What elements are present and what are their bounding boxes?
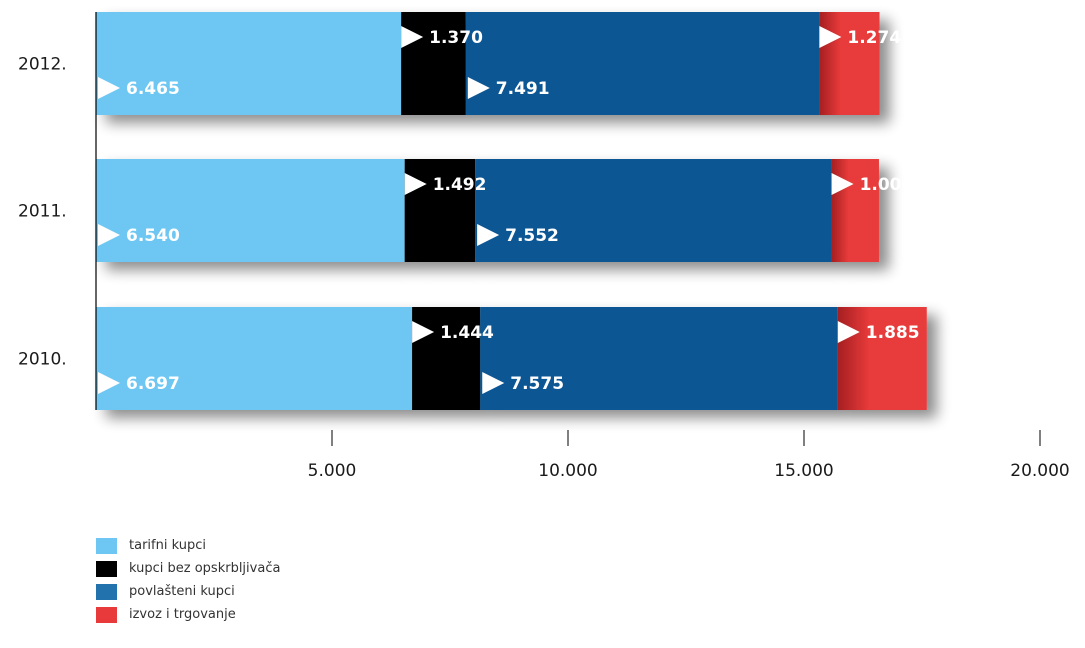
legend-label: tarifni kupci [129,538,206,553]
data-label-marker [467,77,490,99]
stacked-bar-chart: 5.000 10.000 15.000 20.000 6.465 1.370 7.491 1… [18,12,1070,481]
legend-swatch [96,537,117,554]
data-label: 7.575 [510,374,564,394]
bar-segment [475,159,832,262]
legend-swatch [96,583,117,600]
bar-segment [96,12,402,115]
data-label: 1.004 [860,175,914,195]
bar-segment [96,307,413,410]
data-label: 1.370 [429,28,483,48]
x-tick-label: 20.000 [1010,461,1069,481]
bar-group [96,12,880,115]
data-label-marker [477,224,500,246]
bar-segment [819,12,880,115]
bar-segment [837,307,927,410]
bar-group [96,307,927,410]
legend-item-povlasteni-kupci: povlašteni kupci [96,580,280,603]
legend-item-izvoz-i-trgovanje: izvoz i trgovanje [96,603,280,626]
bar-group [96,159,879,262]
legend-label: kupci bez opskrbljivača [129,561,281,576]
bar-segment [831,159,879,262]
data-label: 6.540 [126,226,180,246]
x-tick-label: 15.000 [774,461,833,481]
bar-segment [404,159,476,262]
data-label-marker [98,77,120,99]
data-label-marker [482,372,505,394]
bar-segment [96,159,405,262]
data-label: 6.465 [126,79,180,99]
data-label: 1.274 [847,28,901,48]
x-tick-label: 5.000 [308,461,357,481]
data-label: 7.552 [505,226,559,246]
data-label: 7.491 [496,79,550,99]
bar-segment [465,12,820,115]
bar-segment [401,12,466,115]
data-label: 6.697 [126,374,180,394]
data-label-marker [819,26,842,48]
data-label-marker [837,321,860,343]
data-label-marker [98,372,120,394]
legend-swatch [96,606,117,623]
bar-segment [480,307,838,410]
category-label: 2012. [18,55,67,75]
legend-label: povlašteni kupci [129,584,235,599]
legend-item-tarifni-kupci: tarifni kupci [96,534,280,557]
legend-item-kupci-bez-opskrbljivaca: kupci bez opskrbljivača [96,557,280,580]
data-label: 1.492 [433,175,487,195]
category-label: 2011. [18,202,67,222]
x-tick-label: 10.000 [538,461,597,481]
data-label-marker [412,321,435,343]
data-label-marker [98,224,120,246]
legend: tarifni kupci kupci bez opskrbljivača po… [96,534,280,626]
data-label-marker [404,173,427,195]
legend-label: izvoz i trgovanje [129,607,236,622]
legend-swatch [96,560,117,577]
data-label-marker [401,26,424,48]
data-label-marker [831,173,854,195]
data-label: 1.444 [440,323,494,343]
category-label: 2010. [18,350,67,370]
bar-segment [412,307,481,410]
data-label: 1.885 [866,323,920,343]
